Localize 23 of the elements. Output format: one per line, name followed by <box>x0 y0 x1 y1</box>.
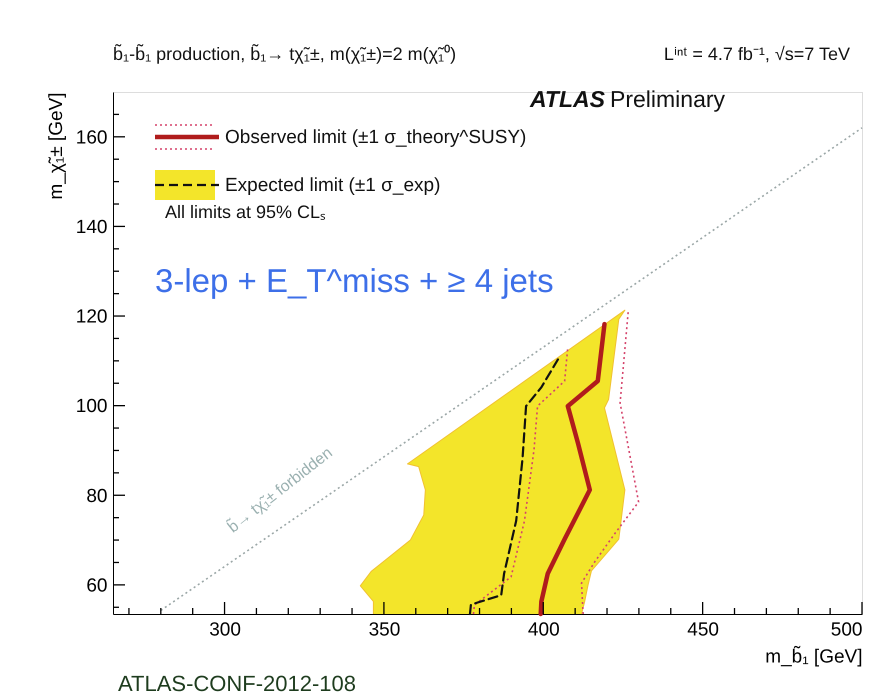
text: ATLAS-CONF-2012-108 <box>118 671 356 696</box>
x-tick-label: 350 <box>368 620 400 640</box>
x-tick-label: 400 <box>528 620 560 640</box>
x-tick-label: 450 <box>687 620 719 640</box>
y-tick-label: 120 <box>76 306 108 328</box>
y-tick-label: 100 <box>76 396 108 418</box>
annotation: 3-lep + E_T^miss + ≥ 4 jets <box>155 262 554 299</box>
line-series <box>468 358 560 616</box>
chart-subtitle: Lⁱⁿᵗ = 4.7 fb⁻¹, √s=7 TeV <box>664 44 850 64</box>
annotation: ATLAS Preliminary <box>529 86 726 112</box>
x-tick-label: 300 <box>209 620 241 640</box>
y-tick-label: 160 <box>76 127 108 148</box>
chart-title: b̃₁-b̃₁ production, b̃₁→ tχ̃₁±, m(χ̃₁±)=2 m(χ̃₁⁰) <box>113 44 456 64</box>
line-series <box>538 322 607 616</box>
legend-label: Expected limit (±1 σ_exp) <box>225 175 440 196</box>
legend-label: Observed limit (±1 σ_theory^SUSY) <box>225 127 526 148</box>
y-axis-title: m_χ̃₁± [GeV] <box>46 92 67 200</box>
x-axis-title: m_b̃₁ [GeV] <box>765 645 862 668</box>
y-tick-label: 140 <box>76 216 108 238</box>
x-tick-label: 500 <box>830 620 862 640</box>
annotation: All limits at 95% CLₛ <box>165 202 326 222</box>
y-tick-label: 80 <box>86 486 108 507</box>
y-tick-label: 60 <box>86 575 108 596</box>
